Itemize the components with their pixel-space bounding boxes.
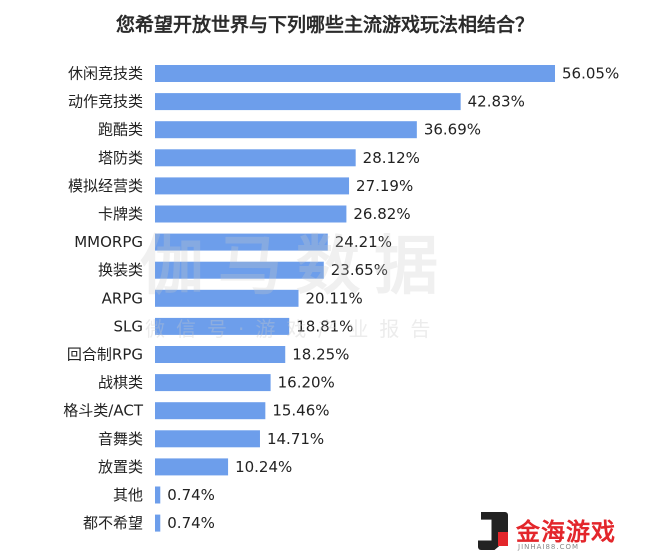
value-label: 16.20% — [278, 374, 335, 392]
category-label: MMORPG — [74, 233, 143, 251]
value-label: 20.11% — [306, 289, 363, 307]
bar — [155, 205, 347, 223]
bar — [155, 289, 299, 307]
bar — [155, 177, 350, 195]
bar — [155, 261, 324, 279]
value-label: 14.71% — [267, 430, 324, 448]
chart-title: 您希望开放世界与下列哪些主流游戏玩法相结合？ — [115, 14, 534, 36]
brand-url: JINHAI88.COM — [518, 543, 580, 551]
bar — [155, 430, 260, 448]
category-label: 回合制RPG — [67, 346, 143, 364]
value-label: 23.65% — [331, 261, 388, 279]
bar — [155, 121, 417, 139]
bar — [155, 374, 271, 392]
category-label: ARPG — [102, 289, 143, 307]
category-label: 格斗类/ACT — [63, 402, 144, 420]
watermark-subtext: 微信号·游戏产业报告 — [145, 317, 442, 341]
value-label: 26.82% — [353, 205, 410, 223]
bar — [155, 402, 266, 420]
category-label: SLG — [113, 317, 143, 335]
bar — [155, 317, 290, 335]
bar — [155, 486, 161, 504]
category-label: 卡牌类 — [98, 205, 143, 223]
value-label: 0.74% — [167, 514, 215, 532]
value-label: 0.74% — [167, 486, 215, 504]
bar — [155, 458, 229, 476]
category-label: 跑酷类 — [98, 121, 143, 139]
category-label: 战棋类 — [98, 374, 143, 392]
category-label: 其他 — [113, 486, 143, 504]
bar — [155, 514, 161, 532]
category-label: 放置类 — [98, 458, 143, 476]
brand-logo-block: 金海游戏 JINHAI88.COM — [478, 510, 638, 554]
bar — [155, 93, 461, 111]
value-label: 15.46% — [272, 402, 329, 420]
value-label: 18.25% — [292, 346, 349, 364]
bar — [155, 149, 356, 167]
value-label: 10.24% — [235, 458, 292, 476]
category-label: 都不希望 — [83, 514, 143, 532]
value-label: 36.69% — [424, 121, 481, 139]
value-label: 56.05% — [562, 65, 619, 83]
value-label: 42.83% — [468, 93, 525, 111]
value-label: 28.12% — [363, 149, 420, 167]
category-label: 换装类 — [98, 261, 143, 279]
value-label: 18.81% — [296, 317, 353, 335]
value-label: 27.19% — [356, 177, 413, 195]
bar — [155, 233, 328, 251]
brand-logo-accent — [498, 532, 508, 546]
bar — [155, 346, 286, 363]
value-label: 24.21% — [335, 233, 392, 251]
category-label: 塔防类 — [98, 149, 143, 167]
category-label: 动作竞技类 — [68, 93, 143, 111]
bar — [155, 65, 555, 82]
category-label: 模拟经营类 — [68, 177, 143, 195]
watermark-text: 伽马数据 — [140, 230, 452, 304]
category-label: 休闲竞技类 — [68, 65, 143, 83]
category-label: 音舞类 — [98, 430, 143, 448]
brand-name: 金海游戏 — [516, 518, 616, 546]
